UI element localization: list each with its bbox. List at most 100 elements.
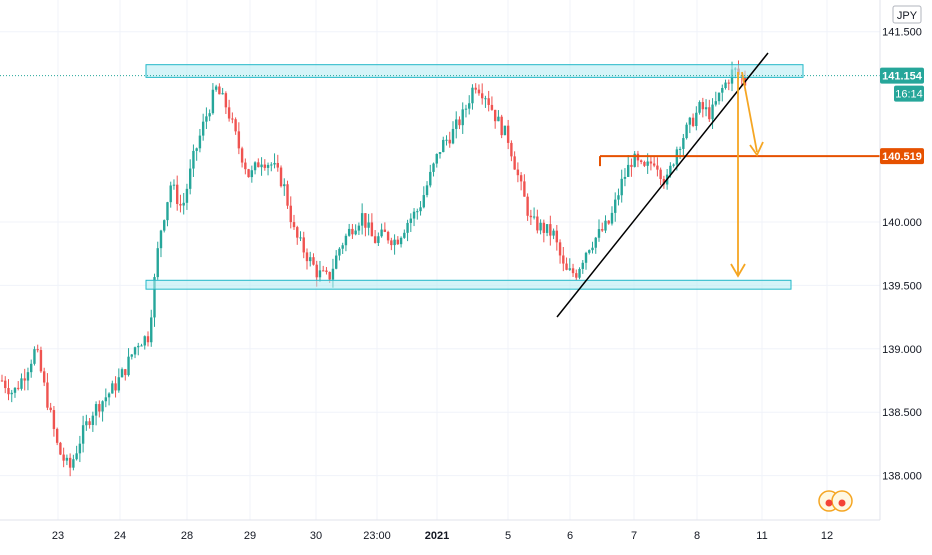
- candle-body: [172, 184, 176, 186]
- candle-body: [334, 255, 338, 269]
- time-axis[interactable]: 23 24 28 29 30 23:00 2021 5 6 7 8 11 12: [52, 530, 833, 542]
- time-tick-label: 6: [567, 530, 573, 542]
- time-tick-label: 23:00: [363, 530, 391, 542]
- candle-body: [646, 161, 649, 166]
- candle-body: [318, 270, 322, 278]
- time-tick-label: 28: [181, 530, 193, 542]
- candle-body: [42, 371, 46, 383]
- candle-body: [422, 195, 425, 208]
- candle-body: [399, 237, 403, 245]
- candle-body: [435, 153, 438, 164]
- candle-body: [296, 227, 299, 238]
- time-tick-label: 11: [756, 530, 767, 542]
- countdown-label: 16:14: [895, 89, 923, 101]
- candle-body: [98, 404, 101, 412]
- candle-body: [532, 216, 536, 218]
- candle-body: [591, 247, 594, 251]
- candle-body: [130, 354, 133, 357]
- price-tick-label: 139.500: [882, 280, 922, 292]
- candle-body: [724, 82, 727, 89]
- price-scale[interactable]: 141.500 140.000 139.500 139.000 138.500 138.0…: [882, 27, 922, 483]
- candle-body: [575, 273, 578, 278]
- currency-badge-box: [892, 5, 922, 24]
- candle-body: [562, 255, 565, 264]
- candle-body: [182, 202, 185, 206]
- resistance-zone[interactable]: [145, 64, 804, 78]
- chart-grid: [0, 0, 880, 520]
- candle-body: [176, 184, 179, 204]
- idea-emoji-icon[interactable]: [818, 490, 853, 512]
- candle-body: [104, 397, 108, 402]
- projection-arrow-long[interactable]: [730, 72, 746, 278]
- candle-body: [224, 93, 228, 108]
- projection-arrow-short[interactable]: [741, 71, 764, 157]
- candle-body: [542, 222, 546, 233]
- candle-body: [607, 220, 610, 224]
- candle-body: [347, 228, 351, 236]
- candle-body: [328, 271, 331, 280]
- price-tick-label: 138.500: [882, 407, 922, 419]
- currency-badge[interactable]: JPY: [897, 10, 918, 22]
- candle-body: [536, 216, 539, 231]
- candle-body: [721, 88, 724, 93]
- candle-body: [510, 142, 513, 157]
- candle-body: [81, 425, 85, 444]
- candle-body: [20, 378, 23, 389]
- candle-body: [221, 93, 224, 95]
- candle-body: [30, 363, 33, 373]
- candle-body: [253, 162, 257, 171]
- candle-body: [708, 107, 711, 120]
- candle-body: [33, 349, 36, 364]
- candle-body: [633, 153, 636, 167]
- candlestick-series: [0, 60, 747, 477]
- candle-body: [231, 118, 234, 120]
- candle-body: [581, 262, 584, 269]
- candle-body: [244, 162, 247, 170]
- candle-body: [188, 168, 192, 189]
- candle-body: [584, 252, 588, 263]
- support-zone[interactable]: [145, 279, 792, 290]
- candle-body: [68, 457, 72, 468]
- candle-body: [416, 211, 419, 213]
- candle-body: [205, 116, 208, 122]
- candle-body: [117, 377, 121, 391]
- candle-body: [344, 235, 348, 246]
- candle-body: [588, 250, 591, 253]
- time-tick-label: 8: [694, 530, 700, 542]
- candle-body: [370, 222, 374, 237]
- candle-body: [386, 231, 390, 241]
- candle-body: [234, 119, 237, 132]
- candle-body: [558, 242, 562, 256]
- candle-body: [604, 220, 607, 231]
- candle-body: [7, 388, 10, 395]
- candle-body: [652, 163, 656, 166]
- candle-body: [419, 207, 422, 212]
- candle-body: [377, 236, 380, 243]
- candle-body: [260, 164, 263, 168]
- candle-body: [250, 170, 254, 178]
- candle-body: [150, 317, 153, 343]
- candle-body: [545, 224, 549, 233]
- candle-body: [698, 102, 701, 113]
- candle-body: [214, 86, 218, 90]
- candle-body: [72, 459, 75, 468]
- time-tick-label: 12: [821, 530, 833, 542]
- candle-body: [549, 224, 552, 236]
- candle-body: [159, 230, 163, 249]
- candle-body: [451, 128, 455, 144]
- candle-body: [639, 160, 643, 163]
- candle-body: [571, 268, 575, 274]
- candle-body: [218, 86, 221, 95]
- candle-body: [458, 119, 461, 126]
- current-price-label: 141.154: [882, 71, 923, 83]
- candle-body: [516, 169, 520, 176]
- candle-body: [445, 139, 448, 141]
- candle-body: [617, 195, 620, 200]
- candle-body: [101, 401, 104, 412]
- ascending-trend-line[interactable]: [556, 52, 769, 318]
- candle-body: [455, 119, 458, 129]
- candle-body: [338, 248, 341, 256]
- candle-body: [13, 387, 17, 393]
